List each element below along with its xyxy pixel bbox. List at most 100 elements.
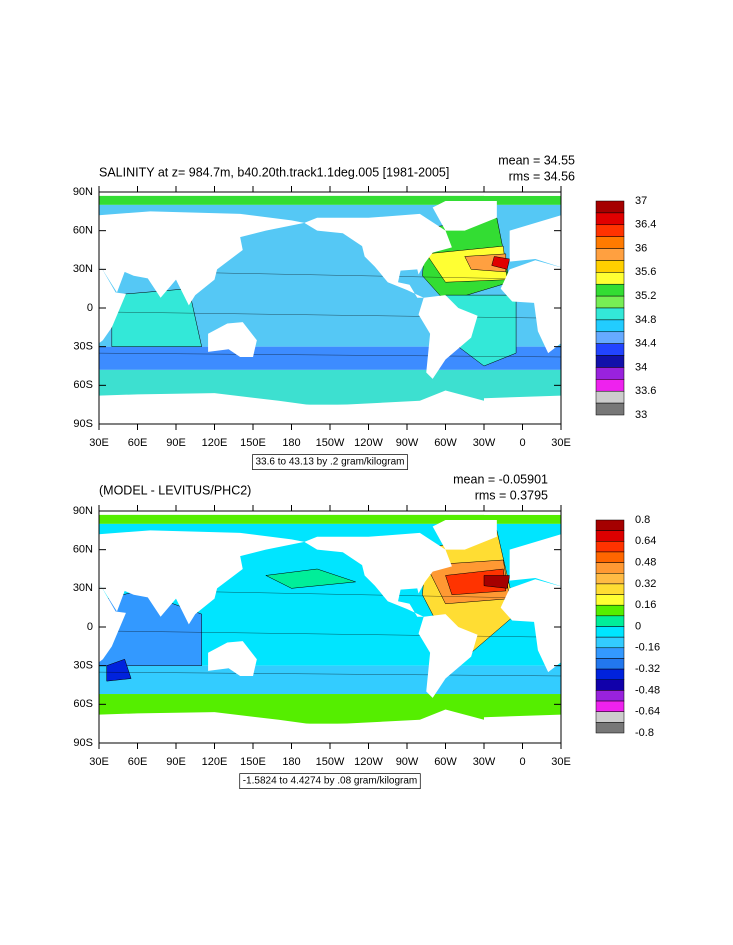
lat-label: 90N [73, 505, 93, 517]
lon-label: 150W [316, 437, 345, 449]
land [99, 709, 561, 743]
colorbar-box [595, 379, 625, 392]
colorbar-box [595, 583, 625, 595]
lat-label: 60N [73, 544, 93, 556]
colorbar-label: 36.4 [635, 219, 656, 231]
colorbar-box [595, 355, 625, 368]
colorbar-box [595, 690, 625, 702]
colorbar-label: 33 [635, 409, 647, 421]
land [418, 614, 478, 698]
lat-label: 60S [73, 698, 93, 710]
contour-line [99, 671, 561, 677]
land [99, 267, 126, 344]
lat-label: 90S [73, 418, 93, 430]
land [99, 586, 126, 663]
colorbar-box [595, 615, 625, 627]
info-box [239, 773, 421, 789]
lon-label: 60W [434, 437, 457, 449]
colorbar-box [595, 679, 625, 691]
panel-title: (MODEL - LEVITUS/PHC2) [99, 483, 251, 497]
land [432, 201, 497, 231]
colorbar-label: 0.8 [635, 514, 650, 526]
lon-label: 0 [519, 437, 525, 449]
lon-label: 90W [396, 437, 419, 449]
colorbar-label: 37 [635, 195, 647, 207]
mean-label: mean = 34.55 [498, 153, 575, 167]
colorbar-box [595, 319, 625, 333]
colorbar-box [595, 367, 625, 380]
land [99, 390, 561, 424]
ocean-band [99, 513, 561, 524]
info-box [252, 454, 408, 470]
colorbar-box [595, 260, 625, 273]
lon-label: 30E [89, 756, 109, 768]
colorbar-box [595, 573, 625, 585]
lat-label: 0 [87, 621, 93, 633]
rms-label: rms = 0.3795 [475, 488, 548, 502]
colorbar-box [595, 343, 625, 356]
colorbar-label: 34 [635, 361, 647, 373]
lon-label: 30E [551, 756, 571, 768]
colorbar-box [595, 331, 625, 344]
lon-label: 60W [434, 756, 457, 768]
lat-label: 90N [73, 186, 93, 198]
lon-label: 60E [128, 437, 148, 449]
ocean-feature [106, 658, 132, 682]
land [208, 322, 257, 357]
lon-label: 150E [240, 756, 266, 768]
lat-label: 60N [73, 225, 93, 237]
land [418, 295, 478, 379]
colorbar-label: 0.16 [635, 599, 656, 611]
colorbar-box [595, 594, 625, 606]
map [99, 192, 719, 424]
lon-label: 30W [473, 437, 496, 449]
colorbar-box [595, 647, 625, 659]
land [99, 192, 561, 196]
contour-line [99, 630, 561, 638]
land [484, 714, 561, 743]
ocean-feature [264, 568, 356, 589]
lat-label: 30S [73, 341, 93, 353]
colorbar-label: 35.2 [635, 290, 656, 302]
colorbar-box [595, 551, 625, 563]
colorbar-label: 0.64 [635, 535, 656, 547]
land [484, 192, 561, 196]
lon-label: 150W [316, 756, 345, 768]
lat-label: 30S [73, 660, 93, 672]
lon-label: 90E [166, 756, 186, 768]
colorbar-box [595, 283, 625, 297]
colorbar-box [595, 224, 625, 237]
colorbar-label: 0.48 [635, 557, 656, 569]
land [484, 511, 561, 515]
lon-label: 90E [166, 437, 186, 449]
lon-label: 0 [519, 756, 525, 768]
colorbar-label: 0.32 [635, 578, 656, 590]
colorbar-label: -0.16 [635, 642, 660, 654]
colorbar-box [595, 700, 625, 712]
lon-label: 30E [89, 437, 109, 449]
colorbar-label: -0.64 [635, 706, 660, 718]
contour-info: -1.5824 to 4.4274 by .08 gram/kilogram [243, 776, 418, 787]
land [509, 534, 561, 587]
land [670, 322, 719, 357]
land [99, 211, 305, 306]
colorbar-box [595, 636, 625, 649]
land [509, 215, 561, 268]
land [304, 213, 452, 298]
lat-label: 30N [73, 582, 93, 594]
rms-label: rms = 34.56 [509, 169, 575, 183]
lon-label: 120W [354, 437, 383, 449]
land [484, 395, 561, 424]
colorbar-box [595, 295, 625, 309]
colorbar-box [595, 402, 625, 416]
colorbar-box [595, 200, 625, 214]
lon-label: 180 [282, 756, 300, 768]
colorbar-box [595, 272, 625, 285]
colorbar-box [595, 307, 625, 321]
colorbar-box [595, 711, 625, 723]
land [304, 532, 452, 617]
lat-label: 30N [73, 263, 93, 275]
lon-label: 150E [240, 437, 266, 449]
